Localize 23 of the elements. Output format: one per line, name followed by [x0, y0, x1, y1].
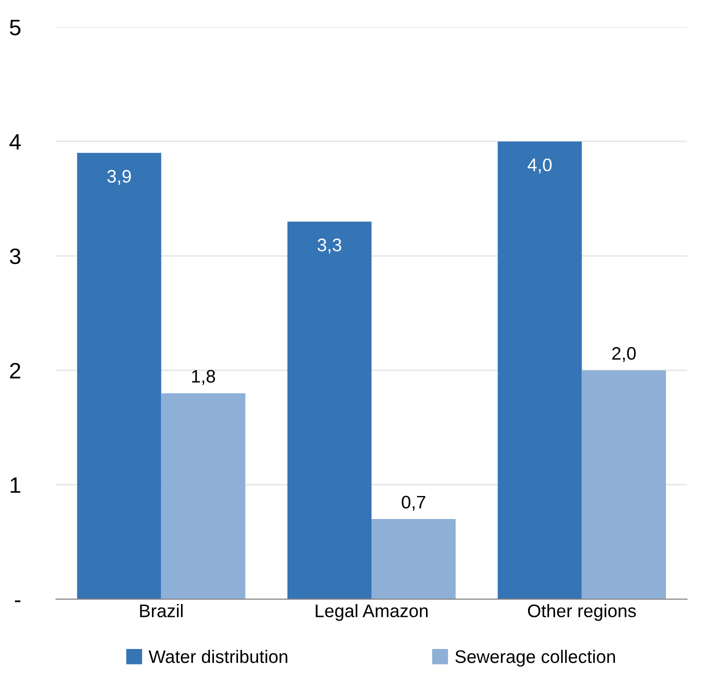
x-tick-label: Legal Amazon [316, 604, 428, 621]
bar [161, 393, 246, 600]
legend-label: Sewerage collection [455, 650, 615, 667]
legend-label: Water distribution [148, 650, 288, 664]
x-tick-label: Brazil [140, 604, 183, 618]
y-tick-label: 5 [10, 20, 20, 36]
data-label: 3,3 [318, 238, 342, 254]
y-tick-label: 4 [10, 134, 21, 150]
bar [77, 152, 162, 600]
y-tick-label: 3 [10, 248, 20, 264]
data-label: 1,8 [192, 370, 216, 385]
data-label: 3,9 [107, 170, 131, 185]
x-tick-label: Other regions [528, 604, 636, 621]
bar [287, 222, 372, 600]
bar [372, 519, 456, 600]
bar [582, 370, 666, 600]
data-label: 2,0 [612, 347, 636, 362]
bar [498, 141, 582, 600]
data-label: 4,0 [528, 158, 552, 174]
data-label: 0,7 [402, 496, 426, 511]
y-tick-label: - [14, 600, 20, 602]
y-tick-label: 2 [10, 362, 20, 378]
y-tick-label: 1 [10, 477, 20, 493]
